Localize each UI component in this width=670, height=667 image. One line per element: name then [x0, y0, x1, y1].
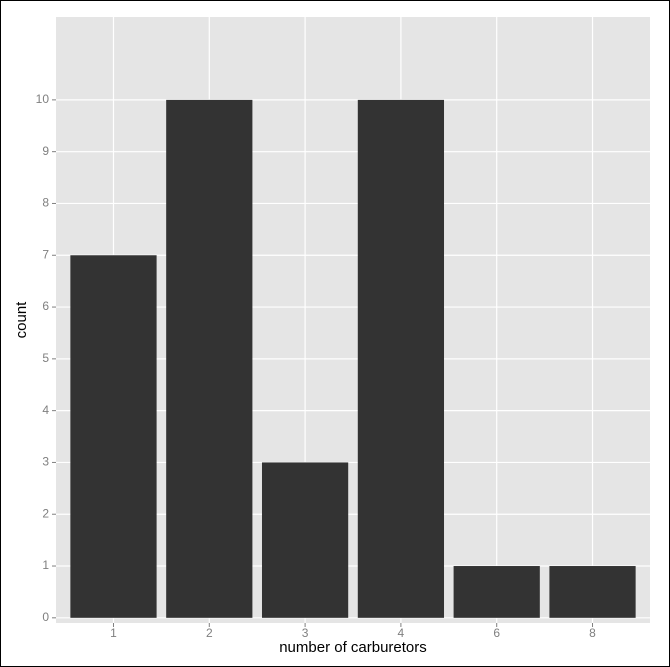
bar	[166, 99, 253, 618]
y-tick-label: 4	[42, 403, 49, 417]
bar	[70, 255, 157, 618]
x-tick-label: 3	[302, 626, 309, 640]
y-tick-label: 5	[42, 351, 49, 365]
y-tick-label: 6	[42, 299, 49, 313]
bar	[549, 566, 636, 618]
bar	[357, 99, 445, 618]
x-tick-label: 1	[110, 626, 117, 640]
y-tick-label: 1	[42, 558, 49, 572]
y-tick-label: 10	[36, 92, 50, 106]
x-axis-title: number of carburetors	[279, 639, 427, 656]
x-tick-label: 4	[398, 626, 405, 640]
y-tick-label: 0	[42, 610, 49, 624]
x-tick-label: 8	[589, 626, 596, 640]
y-axis-title: count	[13, 301, 30, 339]
y-tick-label: 9	[42, 144, 49, 158]
bar	[261, 462, 349, 618]
y-tick-label: 2	[42, 506, 49, 520]
bar	[453, 566, 540, 618]
y-tick-label: 3	[42, 455, 49, 469]
x-tick-label: 2	[206, 626, 213, 640]
x-tick-label: 6	[493, 626, 500, 640]
y-tick-label: 7	[42, 247, 49, 261]
y-tick-label: 8	[42, 196, 49, 210]
